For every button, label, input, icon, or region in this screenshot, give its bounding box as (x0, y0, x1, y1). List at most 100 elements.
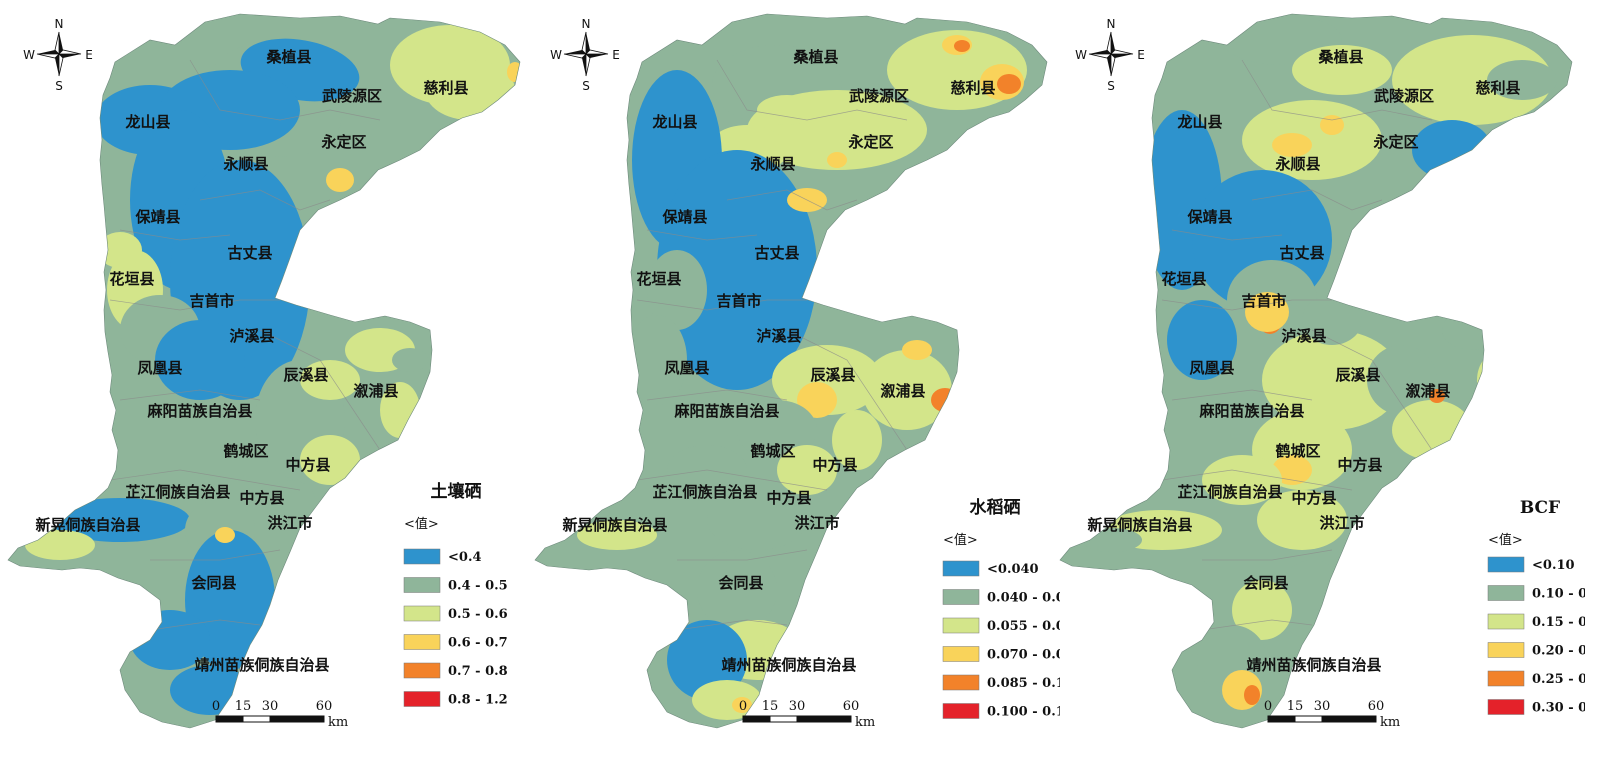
county-label: 中方县 (812, 456, 857, 474)
scale-tick-label: 0 (212, 699, 220, 714)
legend-item-label: <0.040 (987, 562, 1039, 577)
legend-title: 土壤硒 (431, 481, 482, 502)
scale-tick-label: 15 (1287, 699, 1304, 714)
legend-swatch (1487, 699, 1525, 715)
county-label: 鹤城区 (1275, 442, 1320, 460)
value-patch-class-2 (1367, 345, 1437, 415)
region-map-soil (7, 13, 521, 729)
legend-item-label: 0.4 - 0.5 (448, 579, 508, 594)
legend-item-label: 0.20 - 0.25 (1532, 644, 1585, 659)
scale-tick-label: 60 (1368, 699, 1385, 714)
value-patch-class-3 (1257, 490, 1347, 550)
value-patch-class-3 (1477, 350, 1527, 410)
value-patch-class-3 (862, 350, 952, 430)
compass-letter-w: W (1075, 48, 1087, 62)
county-label: 靖州苗族侗族自治县 (1246, 656, 1381, 674)
value-patch-class-4 (732, 697, 752, 713)
county-label: 中方县 (239, 489, 284, 507)
value-patch-class-4 (326, 168, 354, 192)
compass-rose: N S E W (550, 17, 620, 93)
legend-subtitle: <值> (1488, 532, 1523, 548)
county-label: 辰溪县 (1335, 366, 1380, 384)
region-map-rice (534, 13, 1048, 729)
scale-tick-label: 60 (316, 699, 333, 714)
legend-rice: 水稻硒 <值> <0.040 0.040 - 0.055 0.055 - 0.070 0.… (942, 497, 1060, 720)
scale-unit: km (1380, 715, 1400, 730)
county-label: 新晃侗族自治县 (1087, 516, 1192, 534)
county-label: 桑植县 (793, 48, 838, 66)
compass-letter-e: E (85, 48, 93, 62)
value-patch-class-1 (50, 498, 190, 542)
value-patch-class-4 (1320, 115, 1344, 135)
county-label: 永定区 (847, 133, 893, 151)
legend-swatch (403, 605, 441, 622)
value-patch-class-3 (1392, 35, 1552, 125)
county-label: 鹤城区 (750, 442, 795, 460)
county-label: 溆浦县 (1405, 382, 1450, 400)
value-patch-class-2 (707, 490, 807, 550)
county-label: 古丈县 (754, 244, 799, 262)
value-patch-class-3 (692, 680, 762, 720)
legend-item-label: 0.30 - 0.35 (1532, 701, 1585, 716)
legend-item-label: <0.4 (448, 550, 482, 565)
value-patch-class-5 (997, 74, 1021, 94)
legend-soil: 土壤硒 <值> <0.4 0.4 - 0.5 0.5 - 0.6 0.6 - 0.7 0.7… (403, 481, 508, 708)
value-patch-class-1 (657, 150, 817, 390)
county-label: 凤凰县 (137, 359, 182, 377)
value-patch-class-2 (737, 400, 817, 460)
county-label: 保靖县 (134, 208, 180, 226)
scale-tick-label: 15 (762, 699, 779, 714)
value-patch-class-1 (155, 320, 245, 400)
compass-letter-w: W (23, 48, 35, 62)
legend-subtitle: <值> (943, 532, 978, 548)
value-patch-class-5 (1429, 389, 1445, 403)
county-label: 靖州苗族侗族自治县 (721, 656, 856, 674)
legend-item-label: 0.5 - 0.6 (448, 607, 508, 622)
county-label: 花垣县 (1161, 270, 1206, 288)
county-label: 保靖县 (661, 208, 707, 226)
county-label: 武陵源区 (1374, 87, 1434, 105)
legend-item-label: 0.25 - 0.30 (1532, 672, 1585, 687)
county-label: 溆浦县 (353, 382, 398, 400)
county-label: 泸溪县 (229, 327, 274, 345)
county-boundaries (1161, 59, 1433, 631)
county-label: 永顺县 (1274, 155, 1320, 173)
legend-item-label: 0.070 - 0.085 (987, 648, 1060, 663)
compass-letter-e: E (1137, 48, 1145, 62)
legend-swatch (942, 703, 980, 719)
legend-item-label: <0.10 (1532, 558, 1575, 573)
value-patch-class-1 (1412, 120, 1492, 180)
county-label: 芷江侗族自治县 (652, 483, 757, 501)
region-outline (1059, 13, 1573, 729)
county-label: 桑植县 (266, 48, 311, 66)
legend-item-label: 0.055 - 0.070 (987, 619, 1060, 634)
compass-letter-n: N (55, 17, 64, 31)
county-label: 新晃侗族自治县 (35, 516, 140, 534)
value-patch-class-4 (1272, 133, 1312, 157)
value-patch-class-4 (215, 527, 235, 543)
legend-title: 水稻硒 (970, 497, 1021, 518)
legend-item-label: 0.7 - 0.8 (448, 664, 508, 679)
value-patch-class-2 (647, 250, 707, 330)
county-label: 吉首市 (716, 292, 761, 310)
county-label: 中方县 (1337, 456, 1382, 474)
county-label: 麻阳苗族自治县 (673, 402, 779, 420)
county-label: 辰溪县 (283, 366, 328, 384)
county-label: 慈利县 (423, 79, 468, 97)
value-patch-class-1 (1167, 300, 1237, 380)
legend-swatch (403, 662, 441, 679)
legend-item-label: 0.8 - 1.2 (448, 693, 508, 708)
scale-tick-label: 15 (235, 699, 252, 714)
county-label: 中方县 (285, 456, 330, 474)
compass-letter-s: S (1107, 79, 1115, 93)
county-label: 靖州苗族侗族自治县 (194, 656, 329, 674)
county-label: 古丈县 (1279, 244, 1324, 262)
county-label: 芷江侗族自治县 (125, 483, 230, 501)
value-patch-class-3 (1292, 45, 1392, 95)
county-label: 会同县 (1243, 574, 1288, 592)
